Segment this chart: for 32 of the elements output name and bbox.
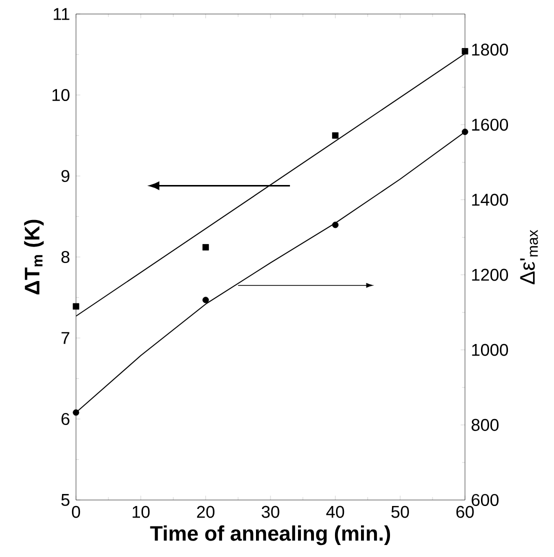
y-axis-title: ΔT$_{m}$ (K) <box>24 220 44 294</box>
point <box>332 222 339 228</box>
x-tick-label: 20 <box>197 506 214 518</box>
x-tick-label: 50 <box>391 506 409 518</box>
point <box>72 409 80 416</box>
y2-tick-label: 1400 <box>472 194 508 206</box>
y-tick-label: 7 <box>62 332 70 344</box>
y-tick-label: 6 <box>62 412 70 426</box>
x-tick-label: 0 <box>72 506 80 518</box>
x-tick-label: 60 <box>456 506 474 518</box>
point <box>202 244 209 250</box>
point <box>462 48 468 54</box>
x-axis-title: Time of annealing (min.) <box>150 525 390 546</box>
point <box>72 303 80 310</box>
y2-tick-label: 1600 <box>472 118 508 131</box>
point <box>332 132 339 139</box>
x-tick-label: 30 <box>262 506 280 518</box>
y2-tick-label: 1200 <box>472 268 508 281</box>
x-tick-label: 10 <box>132 506 150 518</box>
y-tick-label: 11 <box>54 8 70 20</box>
y2-tick-label: 1800 <box>472 44 508 56</box>
y-tick-label: 10 <box>52 88 70 102</box>
y-tick-label: 8 <box>61 250 70 264</box>
y-tick-label: 9 <box>61 170 70 182</box>
y2-tick-label: 800 <box>472 418 499 431</box>
y-tick-label: 5 <box>61 494 70 506</box>
point <box>202 296 209 304</box>
y2-axis-title: Δε'$_{max}$ <box>520 230 538 284</box>
y2-tick-label: 1000 <box>472 344 508 356</box>
y2-tick-label: 600 <box>472 494 499 506</box>
point <box>462 128 468 136</box>
x-tick-label: 40 <box>326 506 344 518</box>
